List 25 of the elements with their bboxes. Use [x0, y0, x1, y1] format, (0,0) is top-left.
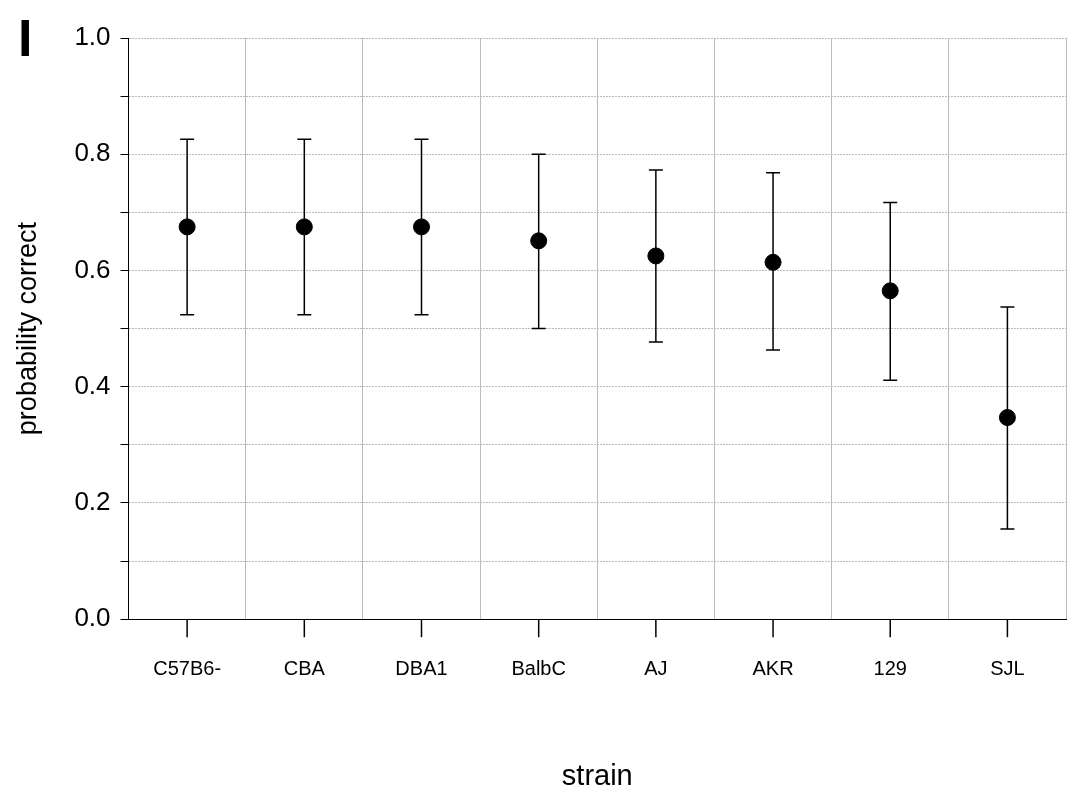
y-tick-label: 0.8: [74, 137, 111, 168]
text: I: [18, 8, 33, 68]
y-tick-label: 0.2: [74, 486, 111, 517]
point: [764, 253, 782, 271]
x-tick-label: 129: [873, 656, 907, 679]
x-tick-label: AJ: [644, 656, 668, 679]
point: [647, 247, 665, 265]
y-axis-title: probability correct: [11, 221, 42, 436]
y-tick-label: 0.4: [74, 369, 111, 400]
y-tick-label: 0.0: [74, 602, 111, 633]
x-tick-label: AKR: [752, 656, 794, 679]
point: [881, 282, 899, 300]
point: [178, 218, 196, 236]
x-tick-label: SJL: [990, 656, 1025, 679]
x-tick-label: DBA1: [395, 656, 448, 679]
point: [998, 409, 1016, 427]
point: [295, 218, 313, 236]
x-tick-label: BalbC: [511, 656, 566, 679]
y-tick-label: 0.6: [74, 253, 111, 284]
x-tick-label: CBA: [283, 656, 326, 679]
x-axis-title: strain: [561, 758, 633, 791]
y-tick-label: 1.0: [74, 21, 111, 52]
point: [530, 232, 548, 250]
point: [413, 218, 430, 236]
x-tick-label: C57B6-: [153, 656, 222, 679]
